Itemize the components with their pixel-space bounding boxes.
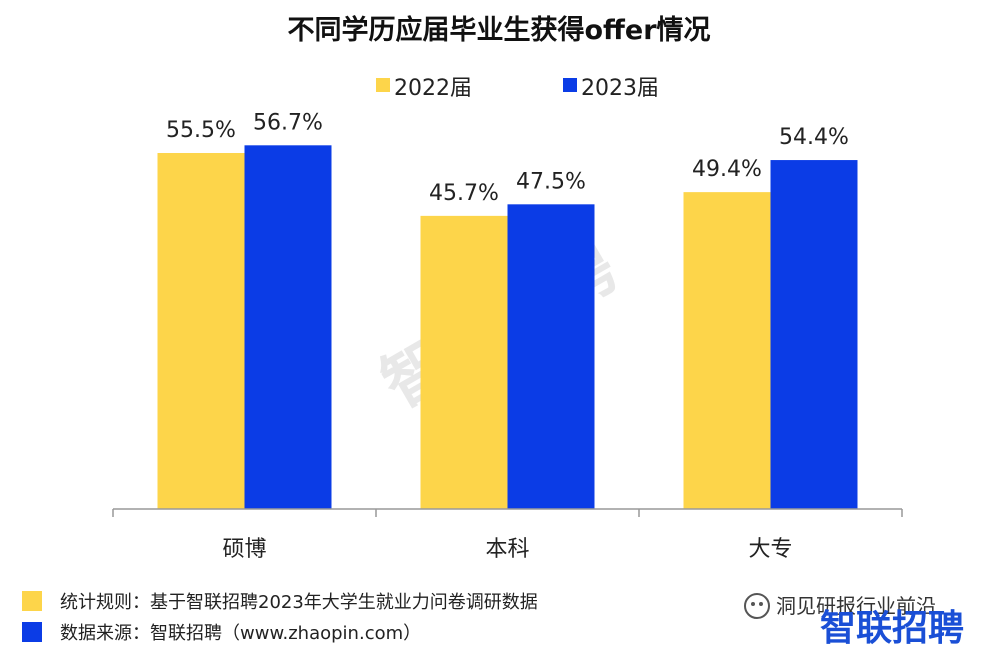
x-axis-ticks (112, 509, 903, 517)
footer: 统计规则：基于智联招聘2023年大学生就业力问卷调研数据 数据来源：智联招聘（w… (22, 591, 538, 644)
wechat-account: 洞见研报行业前沿 (744, 593, 936, 619)
chart-title: 不同学历应届毕业生获得offer情况 (287, 14, 710, 46)
data-label-本科-2022届: 45.7% (429, 181, 499, 206)
bar-本科-2022届 (420, 215, 508, 510)
data-label-硕博-2023届: 56.7% (253, 110, 323, 135)
data-label-大专-2022届: 49.4% (692, 157, 762, 182)
category-label-硕博: 硕博 (222, 537, 266, 562)
wechat-icon-dot (751, 602, 755, 606)
footer-source-text: 数据来源：智联招聘（www.zhaopin.com） (60, 623, 421, 644)
footer-rule-text: 统计规则：基于智联招聘2023年大学生就业力问卷调研数据 (60, 592, 538, 613)
brand-logo: 智联招聘 (820, 608, 964, 649)
bar-大专-2022届 (683, 192, 771, 510)
wechat-icon-dot-2 (759, 602, 763, 606)
account-name: 洞见研报行业前沿 (776, 594, 936, 618)
wechat-icon (744, 593, 770, 619)
bar-本科-2023届 (507, 204, 595, 510)
category-label-本科: 本科 (485, 537, 529, 562)
bars-group (157, 145, 858, 510)
legend: 2022届 2023届 (376, 76, 659, 101)
category-label-大专: 大专 (748, 537, 792, 562)
category-labels-group: 硕博 本科 大专 (222, 537, 792, 562)
legend-label-2022: 2022届 (394, 76, 472, 101)
data-label-大专-2023届: 54.4% (779, 125, 849, 150)
legend-label-2023: 2023届 (581, 76, 659, 101)
legend-swatch-2023 (563, 78, 577, 92)
data-label-硕博-2022届: 55.5% (166, 118, 236, 143)
data-labels-group: 55.5% 56.7% 45.7% 47.5% 49.4% 54.4% (166, 110, 849, 206)
bar-大专-2023届 (770, 160, 858, 509)
data-label-本科-2023届: 47.5% (516, 169, 586, 194)
footer-swatch-source (22, 622, 42, 642)
bar-硕博-2022届 (157, 153, 245, 509)
footer-swatch-rule (22, 591, 42, 611)
legend-swatch-2022 (376, 78, 390, 92)
bar-硕博-2023届 (244, 145, 332, 509)
